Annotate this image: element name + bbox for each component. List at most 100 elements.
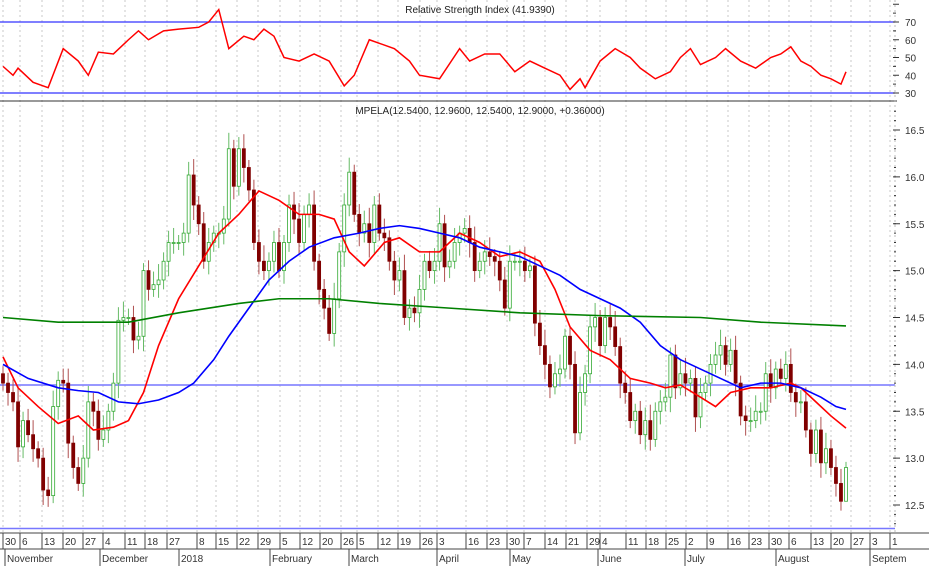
candlestick <box>377 193 382 241</box>
candle-body <box>492 256 497 262</box>
day-label: 27 <box>85 537 97 548</box>
candle-body <box>402 270 407 318</box>
candle-body <box>718 345 723 356</box>
candle-body <box>819 429 823 464</box>
candlestick <box>673 344 678 400</box>
candlestick <box>723 336 728 376</box>
candlestick <box>824 432 828 475</box>
day-label: 20 <box>65 537 77 548</box>
candle-body <box>86 401 91 459</box>
rsi-panel: Relative Strength Index (41.9390) <box>0 5 895 94</box>
candlestick <box>46 476 51 507</box>
candlestick <box>327 295 332 341</box>
candlestick <box>803 387 808 438</box>
candle-body <box>257 242 261 262</box>
candle-body <box>472 242 477 272</box>
candle-body <box>613 326 618 347</box>
candlestick <box>633 403 638 434</box>
candlestick <box>668 347 673 413</box>
day-label: 6 <box>791 537 797 548</box>
candlestick <box>176 235 181 250</box>
candle-body <box>829 448 833 468</box>
candle-body <box>106 410 111 431</box>
candle-body <box>111 382 116 412</box>
price-tick-label: 13.0 <box>905 454 925 465</box>
day-label: 1 <box>892 537 898 548</box>
candlestick <box>738 375 743 426</box>
candlestick <box>412 296 417 323</box>
candlestick <box>743 405 748 436</box>
moving-average-line <box>2 297 847 327</box>
candlestick <box>808 422 813 467</box>
candle-body <box>282 242 286 272</box>
candlestick <box>834 455 838 497</box>
candle-body <box>432 260 437 272</box>
candlestick <box>16 385 20 462</box>
candle-body <box>56 379 61 407</box>
day-label: 22 <box>239 537 251 548</box>
candle-body <box>417 288 422 314</box>
candle-body <box>753 410 758 422</box>
day-label: 26 <box>422 537 434 548</box>
candlestick <box>507 245 512 322</box>
candlestick <box>708 354 713 397</box>
candle-body <box>51 406 56 497</box>
x-axis: 30 6 13 20 27 4 11 18 27 8 15 22 29 5 12 20 26 5 12 19 26 3 16… <box>0 532 929 566</box>
candlestick <box>297 203 301 254</box>
candle-body <box>583 373 587 393</box>
candlestick <box>96 399 101 451</box>
candle-body <box>41 457 46 491</box>
candle-body <box>76 467 81 484</box>
candlestick <box>287 194 291 252</box>
candlestick <box>573 351 577 445</box>
candle-body <box>824 448 828 464</box>
day-label: 30 <box>509 537 521 548</box>
candle-body <box>437 223 442 262</box>
candle-body <box>467 228 472 243</box>
day-label: 9 <box>709 537 715 548</box>
candle-body <box>517 260 522 263</box>
candle-body <box>743 415 748 422</box>
candle-body <box>262 260 266 272</box>
candle-body <box>834 467 838 484</box>
day-label: 18 <box>147 537 159 548</box>
candle-body <box>377 204 382 234</box>
candle-body <box>447 260 452 268</box>
candle-body <box>267 260 271 272</box>
day-label: 3 <box>872 537 878 548</box>
candlestick <box>131 305 136 354</box>
candlestick <box>628 377 633 429</box>
candle-body <box>131 317 136 341</box>
candle-body <box>738 382 743 417</box>
candle-body <box>236 148 241 187</box>
candlestick <box>171 227 176 254</box>
candlestick <box>658 390 663 425</box>
candlestick <box>472 226 477 282</box>
candle-body <box>532 265 537 324</box>
candlestick <box>282 235 286 284</box>
candle-body <box>342 204 347 253</box>
candle-body <box>553 373 557 388</box>
candlestick <box>11 379 15 412</box>
candle-body <box>146 270 151 290</box>
candlestick <box>41 447 46 505</box>
candle-body <box>176 242 181 244</box>
candlestick <box>417 274 422 328</box>
day-label: 11 <box>127 537 138 548</box>
candlestick <box>703 375 708 400</box>
candlestick <box>608 304 613 340</box>
candle-body <box>166 242 171 262</box>
candlestick <box>819 416 823 478</box>
day-label: 16 <box>468 537 480 548</box>
candlestick <box>407 299 412 331</box>
candlestick <box>517 249 522 277</box>
day-label: 25 <box>668 537 680 548</box>
candle-body <box>497 260 502 281</box>
candlestick <box>226 132 231 227</box>
candle-body <box>788 363 793 393</box>
candle-body <box>663 396 668 403</box>
candlestick <box>618 337 623 399</box>
candle-body <box>191 174 196 206</box>
candle-body <box>372 204 377 243</box>
candle-body <box>36 448 41 459</box>
